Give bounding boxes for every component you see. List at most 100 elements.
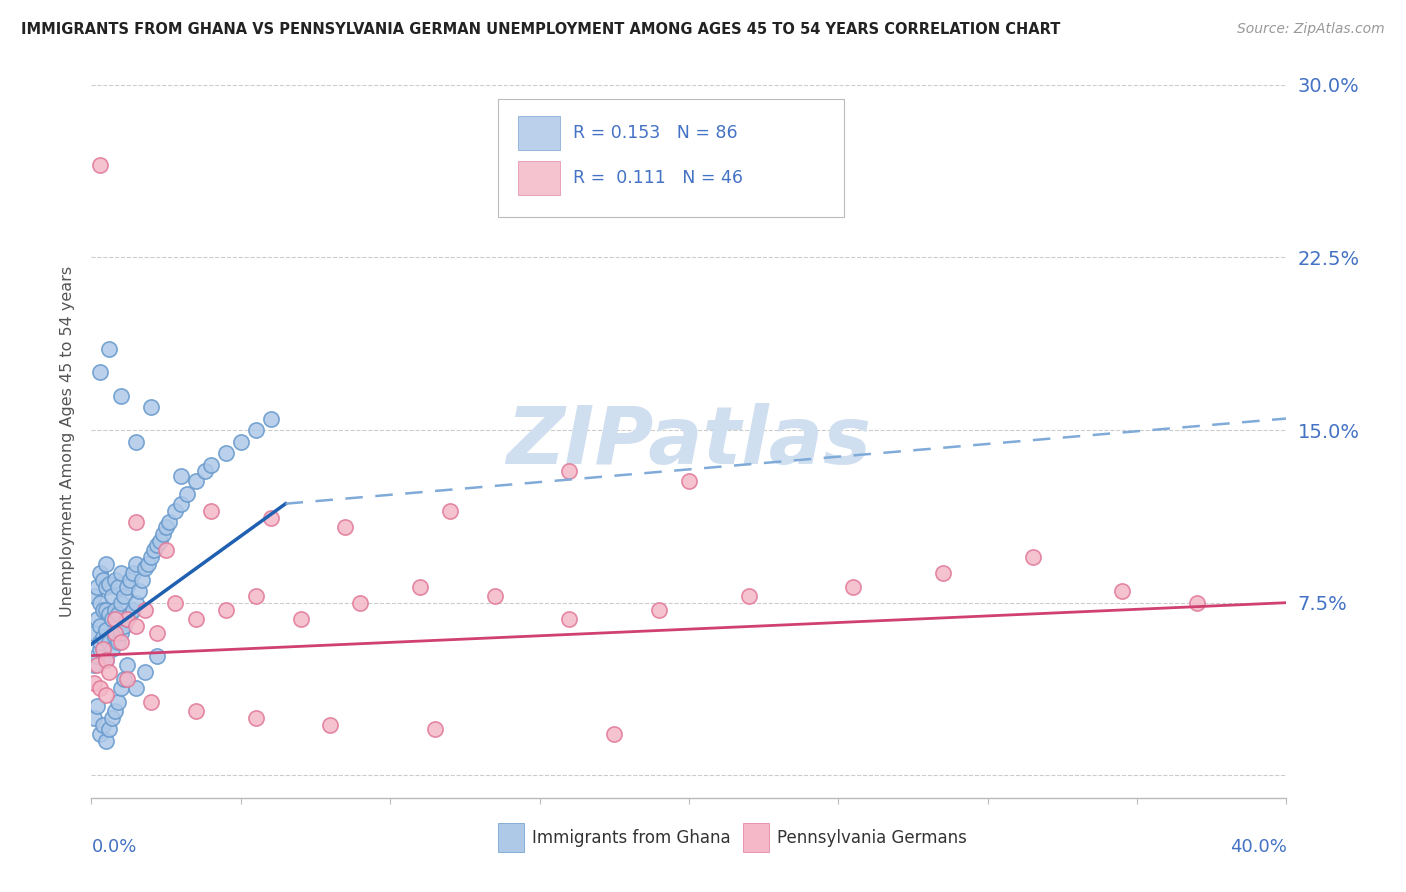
Point <box>98 343 121 357</box>
Point <box>125 434 148 449</box>
Point <box>89 727 111 741</box>
Point <box>1111 584 1133 599</box>
Point <box>96 624 118 638</box>
Point <box>1185 596 1208 610</box>
Text: ZIPatlas: ZIPatlas <box>506 402 872 481</box>
Point <box>245 711 267 725</box>
Point <box>104 573 127 587</box>
Point <box>558 612 581 626</box>
Point <box>259 510 281 524</box>
Point <box>120 607 142 622</box>
Point <box>110 596 132 610</box>
Point <box>290 612 312 626</box>
Text: Source: ZipAtlas.com: Source: ZipAtlas.com <box>1237 22 1385 37</box>
Bar <box>742 823 769 852</box>
Point <box>89 366 111 380</box>
Point <box>86 657 108 672</box>
FancyBboxPatch shape <box>498 99 844 217</box>
Point <box>93 717 115 731</box>
Point <box>146 625 169 640</box>
Point <box>131 573 153 587</box>
Point <box>98 665 121 679</box>
Point <box>89 681 111 695</box>
Point <box>423 723 446 737</box>
Point <box>83 676 105 690</box>
Point <box>170 469 193 483</box>
Point <box>141 549 163 564</box>
Point <box>107 695 129 709</box>
Point <box>184 704 207 718</box>
Point <box>215 446 238 460</box>
Point <box>115 580 138 594</box>
Point <box>737 589 759 603</box>
Point <box>155 519 177 533</box>
Point <box>122 566 145 580</box>
Point <box>558 465 581 479</box>
FancyBboxPatch shape <box>517 161 560 195</box>
Point <box>409 580 432 594</box>
Point <box>125 596 148 610</box>
Y-axis label: Unemployment Among Ages 45 to 54 years: Unemployment Among Ages 45 to 54 years <box>60 266 76 617</box>
Point <box>194 465 217 479</box>
Point <box>259 411 281 425</box>
Text: R =  0.111   N = 46: R = 0.111 N = 46 <box>574 169 742 187</box>
Point <box>93 641 115 656</box>
Point <box>146 648 169 663</box>
Point <box>93 630 115 644</box>
Point <box>101 711 124 725</box>
Point <box>163 596 186 610</box>
Point <box>134 602 156 616</box>
Point <box>86 648 108 663</box>
Bar <box>498 823 524 852</box>
Point <box>89 596 111 610</box>
Point <box>176 487 198 501</box>
Point <box>125 681 148 695</box>
Point <box>134 665 156 679</box>
Point <box>93 573 115 587</box>
Text: 40.0%: 40.0% <box>1230 838 1286 855</box>
Point <box>86 699 108 714</box>
Point <box>101 589 124 603</box>
Point <box>125 515 148 529</box>
Point <box>157 515 180 529</box>
Point <box>229 434 252 449</box>
Point <box>115 612 138 626</box>
Point <box>128 584 150 599</box>
Point <box>245 423 267 437</box>
Point <box>245 589 267 603</box>
Point <box>96 733 118 747</box>
Point <box>678 474 700 488</box>
Point <box>143 542 166 557</box>
Point <box>115 612 138 626</box>
Point <box>104 612 127 626</box>
Point <box>215 602 238 616</box>
Point <box>319 717 342 731</box>
Point <box>110 681 132 695</box>
Text: Pennsylvania Germans: Pennsylvania Germans <box>778 829 967 847</box>
Point <box>104 704 127 718</box>
Point <box>932 566 955 580</box>
Point <box>134 561 156 575</box>
Point <box>115 657 138 672</box>
Point <box>104 625 127 640</box>
Point <box>136 557 159 571</box>
Point <box>146 538 169 552</box>
Point <box>89 618 111 632</box>
Point <box>101 612 124 626</box>
Point <box>83 711 105 725</box>
Point <box>155 542 177 557</box>
Point <box>335 519 357 533</box>
Point <box>349 596 371 610</box>
Point <box>96 653 118 667</box>
Point <box>89 641 111 656</box>
Point <box>98 577 121 591</box>
Point <box>110 566 132 580</box>
FancyBboxPatch shape <box>517 116 560 151</box>
Point <box>120 573 142 587</box>
Point <box>104 630 127 644</box>
Text: R = 0.153   N = 86: R = 0.153 N = 86 <box>574 124 738 142</box>
Point <box>152 526 174 541</box>
Point <box>141 695 163 709</box>
Point <box>98 635 121 649</box>
Point <box>110 635 132 649</box>
